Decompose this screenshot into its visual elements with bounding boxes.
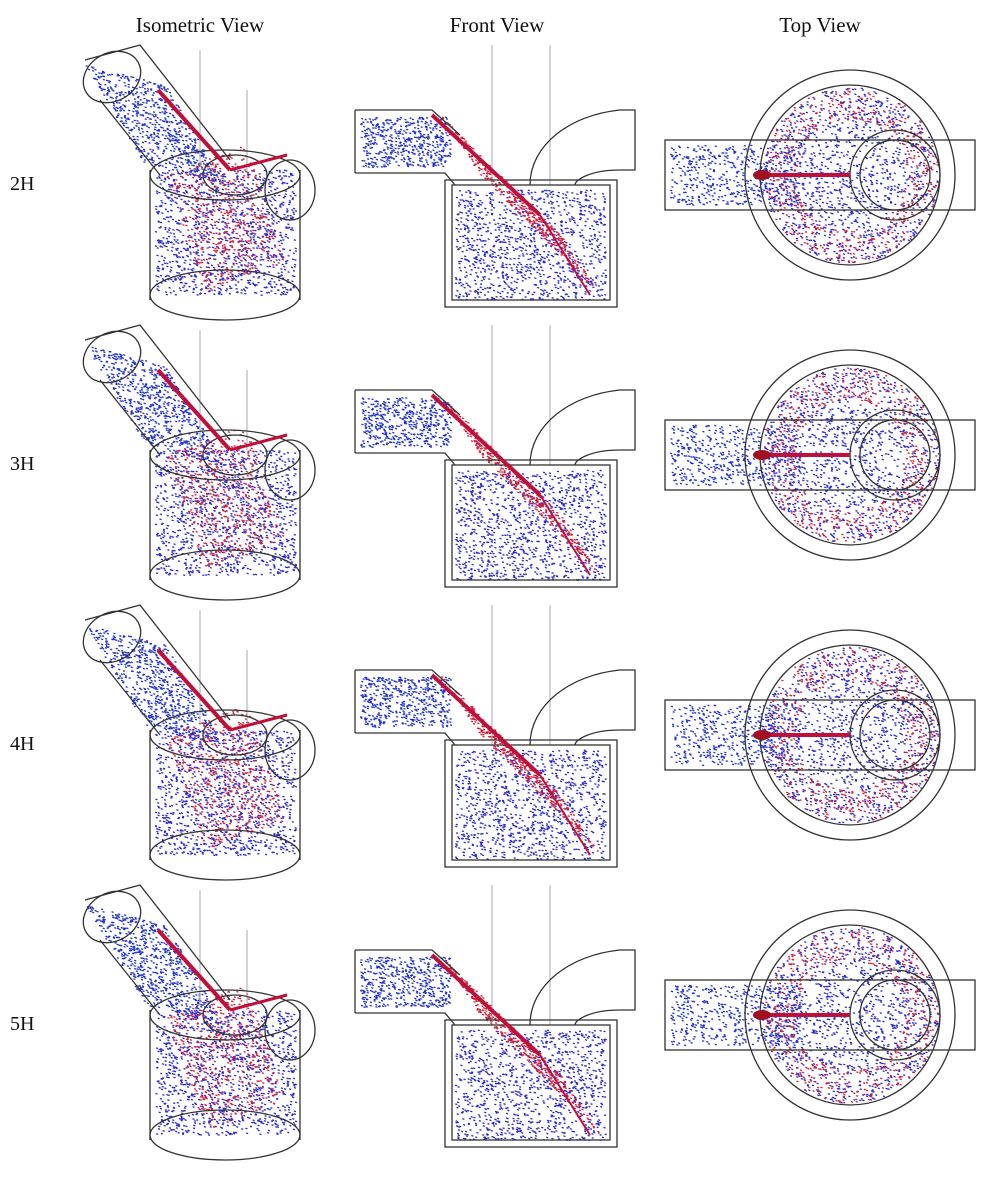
cylinder	[452, 745, 610, 860]
flow-vectors	[360, 117, 451, 168]
column-header: Front View	[450, 13, 545, 37]
valve-stem	[492, 325, 550, 465]
injector-spray	[230, 435, 287, 450]
exhaust-port	[530, 950, 635, 1025]
valve	[850, 130, 940, 220]
front-panel	[355, 885, 635, 1147]
cylinder	[452, 185, 610, 300]
injector-spray	[432, 115, 540, 215]
valve-inner	[860, 980, 930, 1050]
valve-seat	[203, 435, 267, 475]
top-panel	[665, 350, 975, 560]
injector-spray	[230, 995, 287, 1010]
injector	[753, 170, 771, 180]
valve-stem	[492, 885, 550, 1025]
top-panel	[665, 630, 975, 840]
injector	[753, 450, 771, 460]
injector	[753, 1010, 771, 1020]
row-label: 2H	[10, 173, 34, 195]
column-header: Isometric View	[136, 13, 265, 37]
valve-seat	[203, 995, 267, 1035]
flow-vectors	[87, 907, 226, 1025]
exhaust-port	[530, 390, 635, 465]
port-opening	[74, 881, 150, 953]
valve-stem	[492, 45, 550, 185]
flow-vectors	[360, 398, 452, 448]
exhaust-port	[265, 160, 315, 220]
flow-vectors	[92, 347, 227, 465]
isometric-panel	[74, 601, 315, 880]
row-label: 3H	[10, 453, 34, 475]
valve-seat	[203, 155, 267, 195]
front-panel	[355, 325, 635, 587]
valve-inner	[860, 420, 930, 490]
isometric-panel	[74, 881, 315, 1160]
injector-spray	[230, 155, 287, 170]
injector-spray	[432, 955, 540, 1055]
front-panel	[355, 45, 635, 307]
injector-spray	[432, 675, 540, 775]
flow-vectors	[360, 957, 452, 1007]
isometric-panel	[74, 321, 315, 600]
cylinder-bottom	[150, 270, 300, 320]
port-opening	[74, 601, 150, 673]
port-opening	[74, 321, 150, 393]
injector-spray	[540, 495, 590, 575]
exhaust-port	[530, 110, 635, 185]
exhaust-port	[265, 1000, 315, 1060]
figure: Isometric View Front View Top View 2H 3H 4…	[0, 0, 987, 1182]
top-panel	[665, 910, 975, 1120]
valve	[850, 970, 940, 1060]
isometric-panel	[74, 41, 315, 320]
injector	[753, 730, 771, 740]
row-label: 5H	[10, 1013, 34, 1035]
row-label: 4H	[10, 733, 34, 755]
valve-stem	[492, 605, 550, 745]
column-header: Top View	[779, 13, 861, 37]
exhaust-port	[530, 670, 635, 745]
front-panel	[355, 605, 635, 867]
flow-vectors	[360, 677, 452, 728]
top-panel	[665, 70, 975, 280]
exhaust-port	[265, 720, 315, 780]
